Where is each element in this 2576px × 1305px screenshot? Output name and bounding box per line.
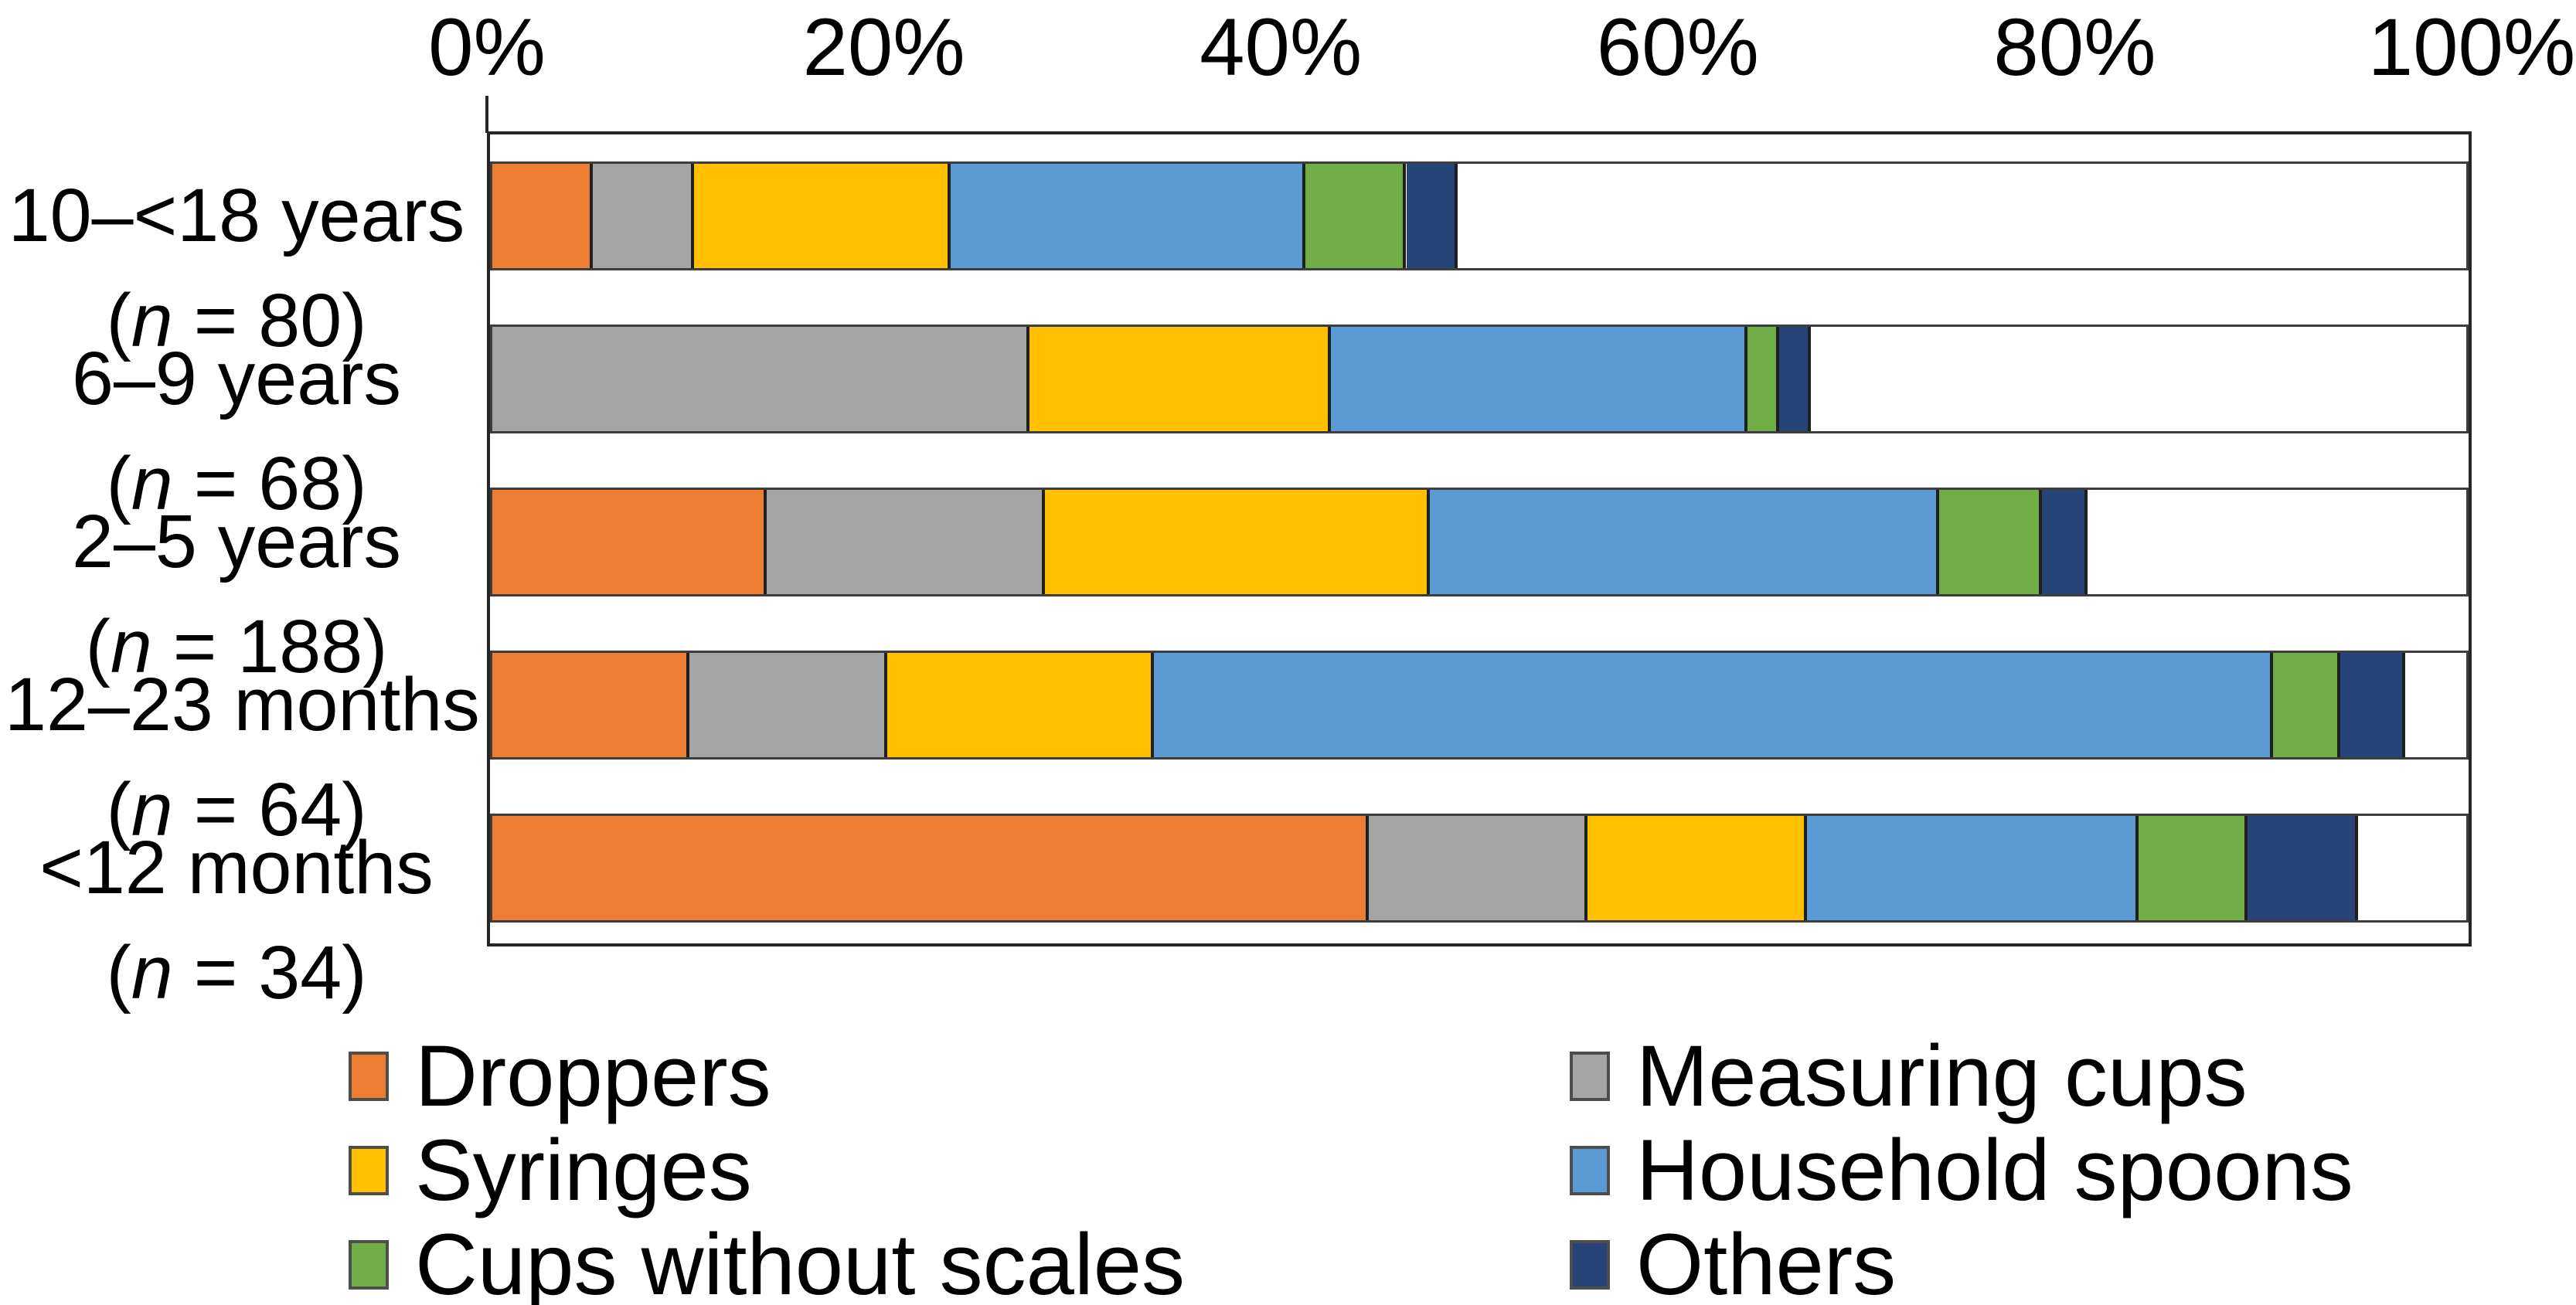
- bar-segment: [1406, 164, 1458, 268]
- bar-segment: [1430, 490, 1940, 594]
- category-label: 6–9 years (n = 68): [72, 336, 401, 525]
- bar-segment: [492, 490, 767, 594]
- legend-item: Cups without scales: [349, 1218, 1185, 1305]
- legend-swatch: [349, 1052, 389, 1101]
- bar-segment: [2339, 653, 2405, 757]
- bar-segment: [2139, 816, 2248, 920]
- legend-label: Others: [1636, 1216, 1897, 1305]
- legend-item: Measuring cups: [1570, 1029, 2248, 1123]
- bar-segment: [767, 490, 1046, 594]
- bar-segment: [1045, 490, 1431, 594]
- bar-segment: [1779, 327, 1812, 431]
- bar-segment: [1368, 816, 1588, 920]
- legend: Droppers Syringes Cups without scales Measu…: [0, 1012, 2576, 1305]
- category-label: 12–23 months (n = 64): [5, 662, 480, 851]
- bar-segment: [2041, 490, 2088, 594]
- bar-segment: [1587, 816, 1807, 920]
- category-label: 2–5 years (n = 188): [72, 499, 401, 688]
- legend-label: Household spoons: [1636, 1122, 2353, 1218]
- bar-segment: [492, 816, 1369, 920]
- bar-row: [490, 814, 2469, 923]
- legend-swatch: [349, 1240, 389, 1290]
- legend-label: Cups without scales: [415, 1216, 1186, 1305]
- legend-label: Syringes: [415, 1122, 752, 1218]
- bar-row: [490, 325, 2469, 433]
- bar-segment: [492, 653, 690, 757]
- category-label: 10–<18 years (n = 80): [8, 173, 465, 362]
- legend-item: Others: [1570, 1218, 1896, 1305]
- bar-segment: [886, 653, 1154, 757]
- y-axis-category-labels: 10–<18 years (n = 80) 6–9 years (n = 68) 2–5…: [0, 0, 480, 1305]
- legend-label: Droppers: [415, 1028, 771, 1124]
- axis-tick-label: 40%: [1200, 2, 1363, 93]
- bar-segment: [1939, 490, 2042, 594]
- plot-area: [487, 131, 2472, 946]
- legend-item: Household spoons: [1570, 1123, 2353, 1218]
- bar-segment: [593, 164, 694, 268]
- axis-tick-label: 20%: [802, 2, 965, 93]
- bar-segment: [492, 327, 1029, 431]
- bar-segment: [1806, 816, 2139, 920]
- bar-segment: [1153, 653, 2273, 757]
- bar-segment: [492, 164, 594, 268]
- bar-segment: [2247, 816, 2358, 920]
- bar-row: [490, 161, 2469, 270]
- bar-segment: [1029, 327, 1332, 431]
- bar-row: [490, 651, 2469, 760]
- x-axis-top: 0% 20% 40% 60% 80% 100%: [0, 0, 2576, 124]
- bar-segment: [1331, 327, 1748, 431]
- axis-tick-label: 60%: [1596, 2, 1759, 93]
- bar-row: [490, 488, 2469, 596]
- legend-swatch: [349, 1146, 389, 1195]
- legend-swatch: [1570, 1240, 1610, 1290]
- legend-label: Measuring cups: [1636, 1028, 2248, 1124]
- bar-segment: [2272, 653, 2340, 757]
- axis-tick-label: 100%: [2367, 2, 2576, 93]
- bar-segment: [1747, 327, 1780, 431]
- x-axis-zero-tick: [485, 96, 488, 133]
- axis-tick-label: 80%: [1993, 2, 2156, 93]
- bar-segment: [693, 164, 951, 268]
- bar-segment: [689, 653, 887, 757]
- legend-swatch: [1570, 1052, 1610, 1101]
- legend-item: Droppers: [349, 1029, 771, 1123]
- legend-swatch: [1570, 1146, 1610, 1195]
- bar-segment: [950, 164, 1306, 268]
- bar-segment: [1305, 164, 1407, 268]
- category-label: <12 months (n = 34): [39, 825, 434, 1014]
- legend-item: Syringes: [349, 1123, 752, 1218]
- axis-tick-label: 0%: [428, 2, 546, 93]
